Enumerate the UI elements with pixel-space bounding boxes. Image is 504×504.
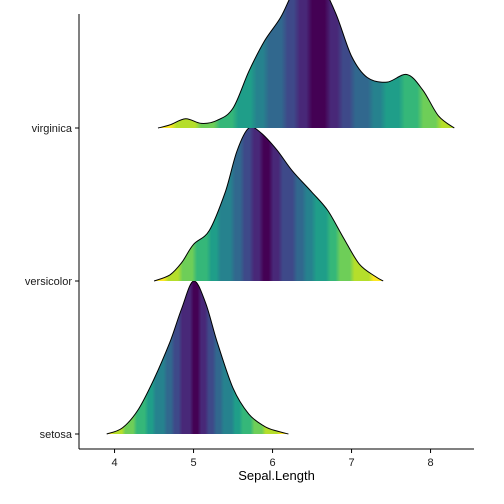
x-tick-label: 5 bbox=[190, 457, 196, 469]
y-tick-label-versicolor: versicolor bbox=[25, 276, 72, 288]
y-tick-label-setosa: setosa bbox=[40, 429, 73, 441]
y-tick-label-virginica: virginica bbox=[32, 123, 73, 135]
ridge-outline-virginica bbox=[157, 0, 455, 129]
x-tick-label: 4 bbox=[111, 457, 117, 469]
x-axis-title: Sepal.Length bbox=[238, 468, 315, 483]
x-tick-label: 6 bbox=[269, 457, 275, 469]
y-axis-ticks: setosa versicolor virginica bbox=[25, 123, 79, 441]
x-axis-ticks: 4 5 6 7 8 bbox=[111, 449, 434, 469]
ridge-outline-versicolor bbox=[153, 126, 384, 282]
ridge-setosa bbox=[106, 280, 289, 434]
ridge-outline-setosa bbox=[106, 280, 289, 435]
ridge-virginica bbox=[158, 0, 455, 128]
ridge-versicolor bbox=[154, 126, 384, 282]
x-tick-label: 8 bbox=[427, 457, 433, 469]
ridges-layer bbox=[106, 0, 455, 435]
x-tick-label: 7 bbox=[348, 457, 354, 469]
